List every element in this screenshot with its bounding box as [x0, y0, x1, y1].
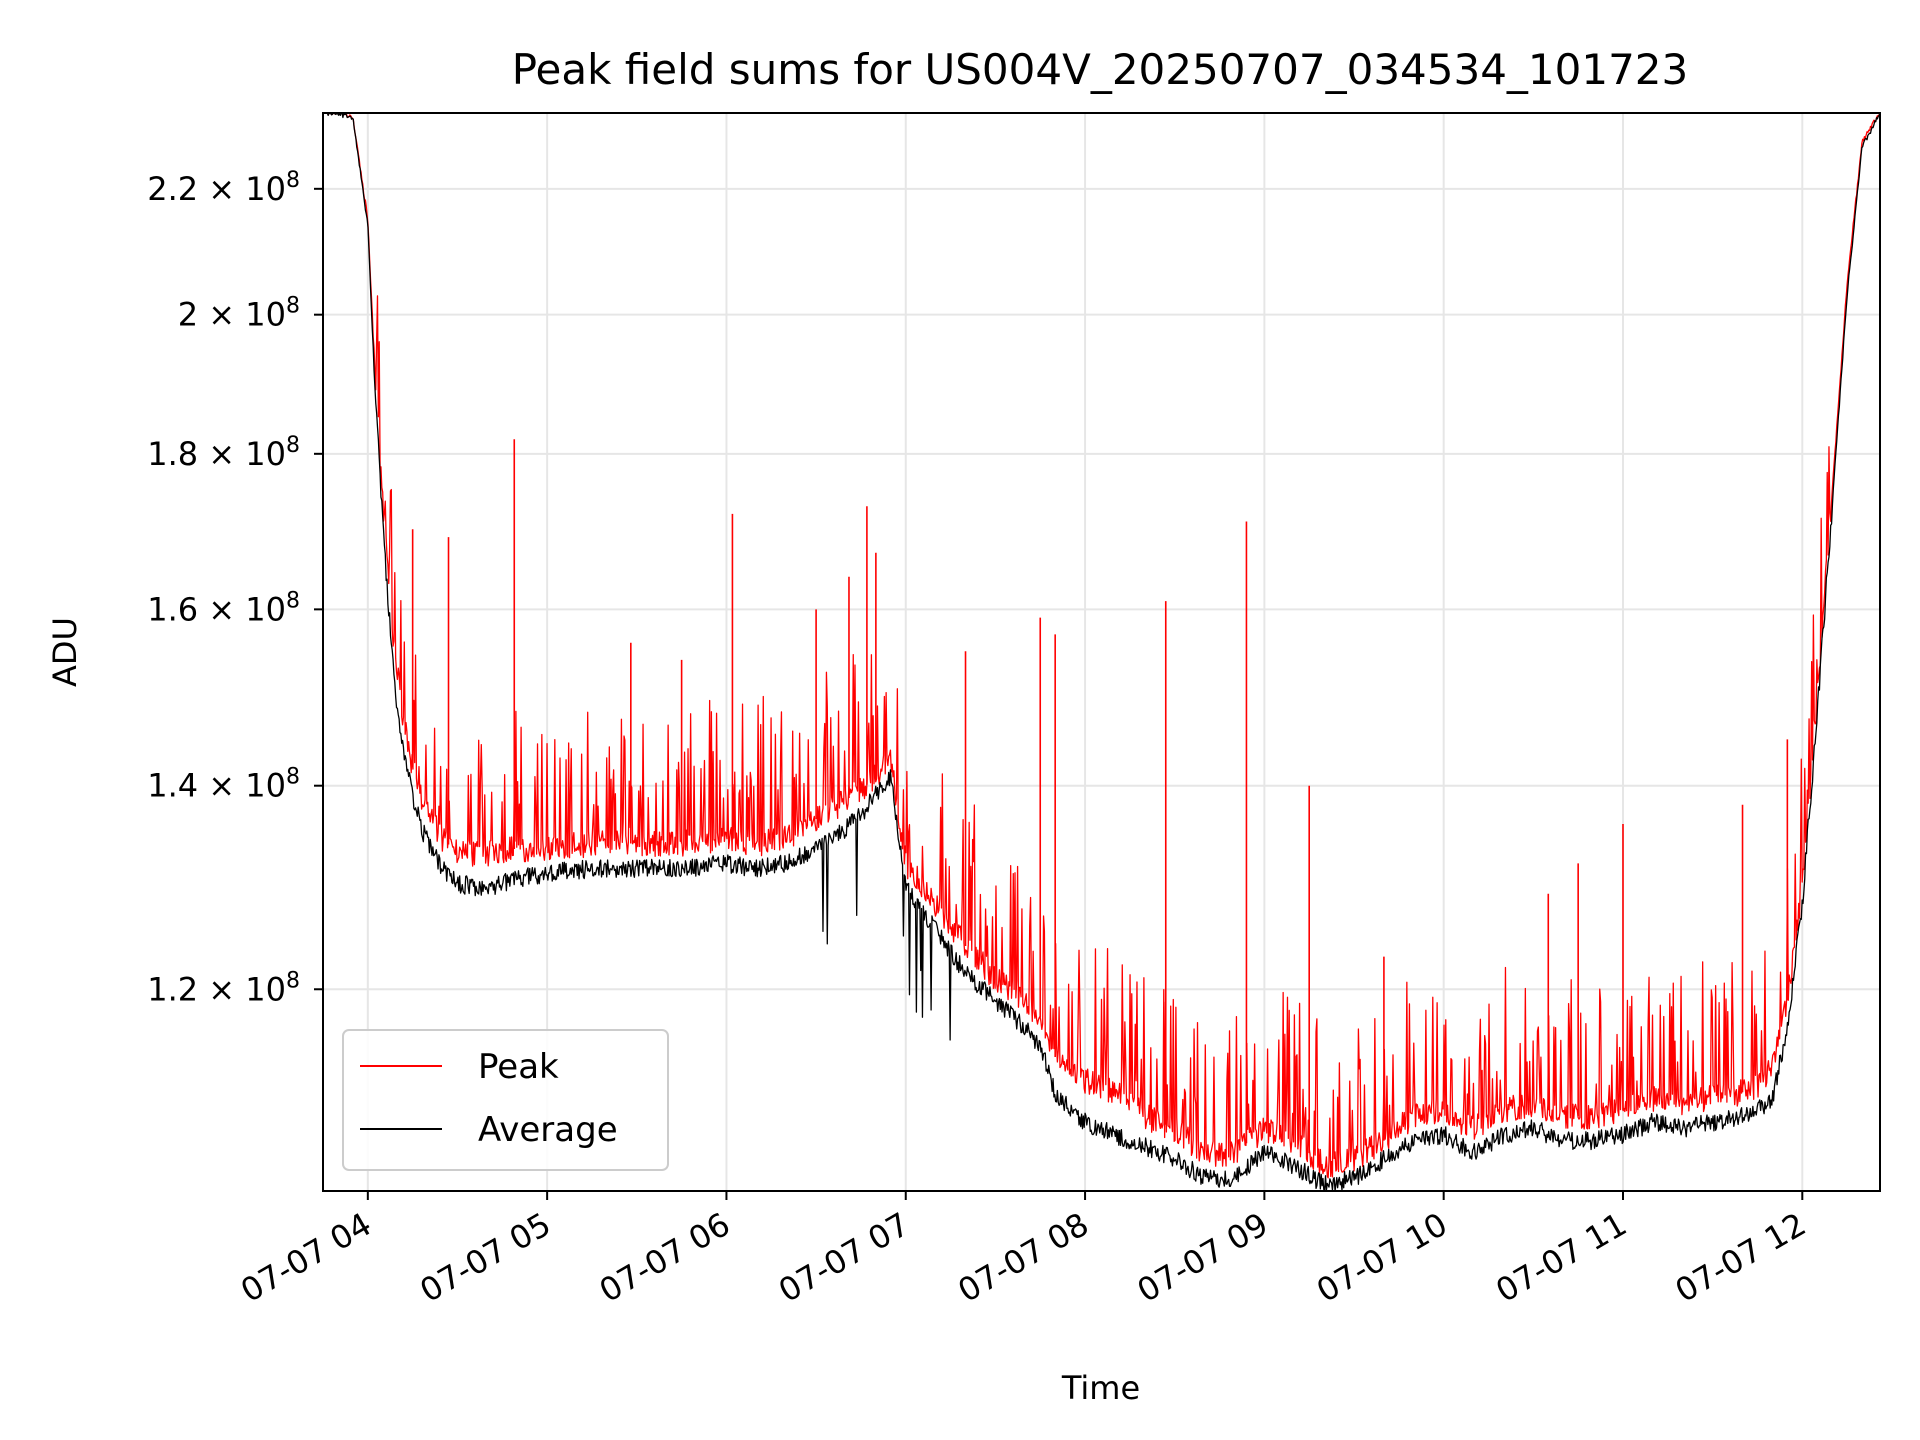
legend-label-peak: Peak — [478, 1047, 559, 1087]
plot-frame — [322, 112, 1881, 1192]
y-tick-label: 1.4 × 108 — [147, 765, 300, 805]
y-tick-label: 1.2 × 108 — [147, 968, 300, 1008]
y-tick-label: 2 × 108 — [178, 294, 300, 334]
y-tick-label: 1.6 × 108 — [147, 588, 300, 628]
series-lines — [323, 112, 1881, 1192]
chart-title: Peak field sums for US004V_20250707_0345… — [512, 45, 1689, 94]
y-axis: 1.2 × 108 1.4 × 108 1.6 × 108 1.8 × 108 2 × … — [147, 168, 323, 1008]
y-tick-label: 1.8 × 108 — [147, 433, 300, 473]
series-average-line — [323, 112, 1881, 1192]
legend-label-average: Average — [478, 1110, 618, 1150]
series-peak-line — [323, 112, 1881, 1179]
y-axis-label: ADU — [46, 617, 84, 687]
x-axis-label: Time — [1061, 1369, 1140, 1407]
legend: Peak Average — [342, 1029, 669, 1171]
y-tick-label: 2.2 × 108 — [147, 168, 300, 208]
